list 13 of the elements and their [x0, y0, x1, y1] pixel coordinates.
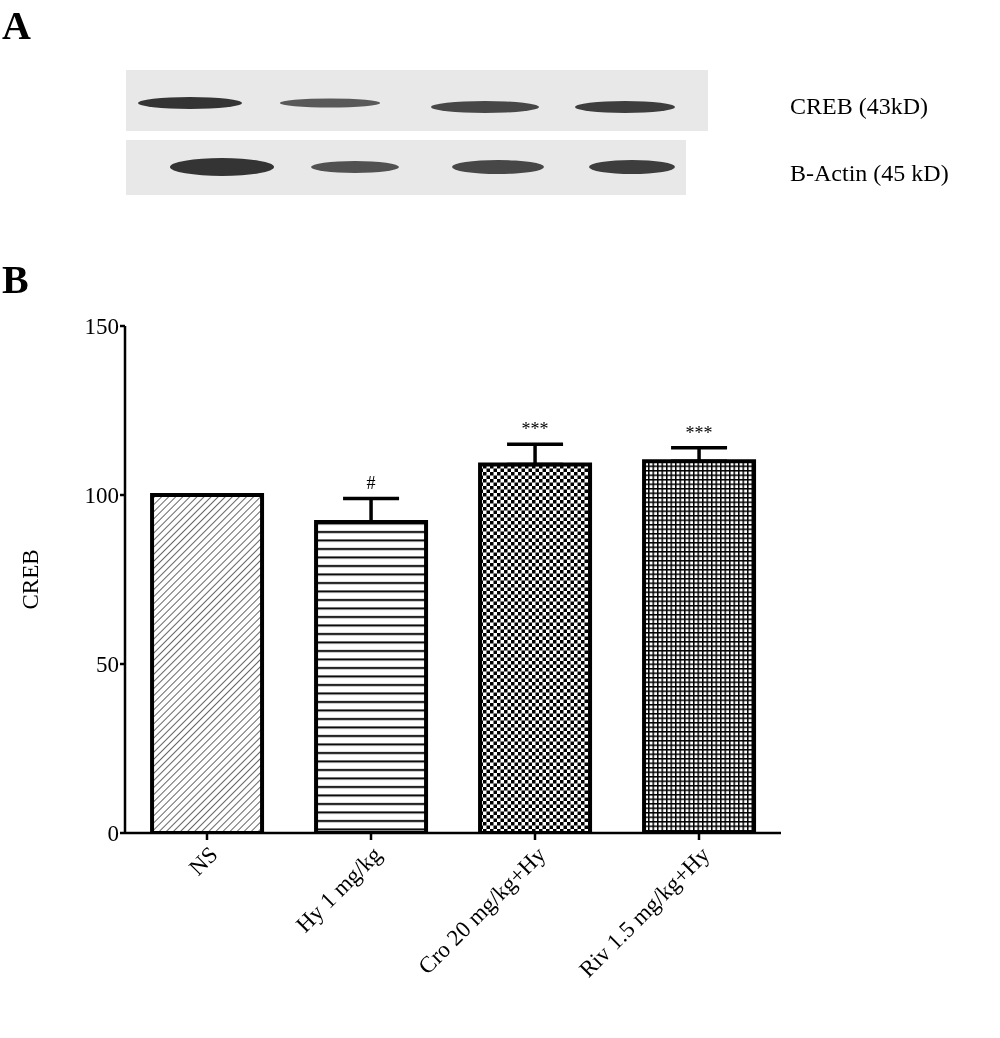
- annotation: #: [366, 473, 376, 494]
- text: CREB (43kD): [790, 93, 928, 120]
- text: B: [2, 257, 29, 302]
- annotation: ***: [685, 422, 713, 443]
- y-axis-title: CREB: [18, 549, 44, 610]
- text: A: [2, 3, 31, 48]
- y-tick-label: 50: [96, 652, 119, 678]
- y-tick-label: 0: [107, 821, 119, 847]
- y-tick-label: 100: [84, 483, 119, 509]
- text: B-Actin (45 kD): [790, 160, 949, 187]
- annotation: ***: [521, 419, 549, 440]
- x-tick-label: NS: [184, 841, 223, 881]
- y-tick-label: 150: [84, 314, 119, 340]
